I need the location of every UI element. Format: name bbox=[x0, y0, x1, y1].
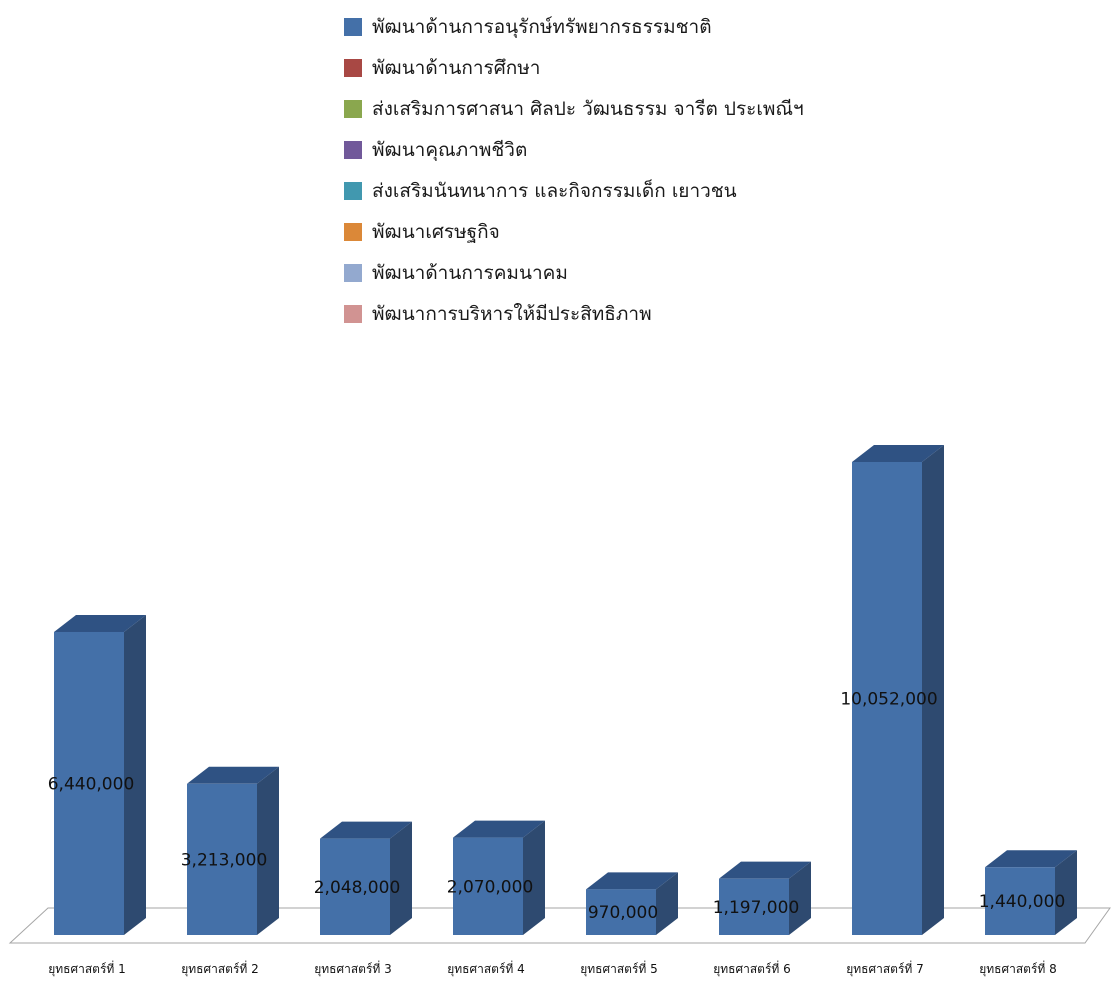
legend-label: ส่งเสริมการศาสนา ศิลปะ วัฒนธรรม จารีต ปร… bbox=[372, 97, 804, 120]
legend-swatch bbox=[344, 263, 362, 282]
bar bbox=[187, 766, 279, 935]
category-label: ยุทธศาสตร์ที่ 8 bbox=[979, 960, 1057, 977]
legend-item: ส่งเสริมนันทนาการ และกิจกรรมเด็ก เยาวชน bbox=[344, 170, 804, 211]
bar-side bbox=[922, 445, 944, 935]
data-label: 3,213,000 bbox=[181, 850, 268, 870]
bar-front bbox=[187, 783, 257, 935]
data-label: 10,052,000 bbox=[840, 690, 937, 710]
category-label: ยุทธศาสตร์ที่ 5 bbox=[580, 960, 658, 977]
bar-front bbox=[985, 867, 1055, 935]
bar bbox=[320, 821, 412, 935]
legend-label: พัฒนาด้านการอนุรักษ์ทรัพยากรธรรมชาติ bbox=[372, 15, 712, 38]
bar bbox=[852, 445, 944, 935]
legend-swatch bbox=[344, 99, 362, 118]
legend-label: ส่งเสริมนันทนาการ และกิจกรรมเด็ก เยาวชน bbox=[372, 179, 737, 202]
legend-swatch bbox=[344, 304, 362, 323]
legend-item: พัฒนาด้านการอนุรักษ์ทรัพยากรธรรมชาติ bbox=[344, 6, 804, 47]
legend-label: พัฒนาการบริหารให้มีประสิทธิภาพ bbox=[372, 302, 652, 325]
chart-floor bbox=[8, 907, 1111, 944]
bar-series bbox=[54, 445, 1077, 935]
category-label: ยุทธศาสตร์ที่ 3 bbox=[314, 960, 392, 977]
data-label: 2,048,000 bbox=[314, 878, 401, 898]
data-label: 2,070,000 bbox=[447, 877, 534, 897]
data-label: 1,440,000 bbox=[979, 892, 1066, 912]
legend-item: ส่งเสริมการศาสนา ศิลปะ วัฒนธรรม จารีต ปร… bbox=[344, 88, 804, 129]
legend-swatch bbox=[344, 58, 362, 77]
chart-legend: พัฒนาด้านการอนุรักษ์ทรัพยากรธรรมชาติพัฒน… bbox=[344, 6, 804, 334]
bar-side bbox=[789, 861, 811, 935]
legend-item: พัฒนาเศรษฐกิจ bbox=[344, 211, 804, 252]
legend-swatch bbox=[344, 17, 362, 36]
legend-item: พัฒนาคุณภาพชีวิต bbox=[344, 129, 804, 170]
bar-top bbox=[54, 614, 146, 632]
bar-side bbox=[390, 821, 412, 935]
category-label: ยุทธศาสตร์ที่ 2 bbox=[181, 960, 259, 977]
bar-top bbox=[852, 445, 944, 462]
bar bbox=[719, 861, 811, 935]
data-label: 1,197,000 bbox=[713, 898, 800, 918]
floor-plane bbox=[8, 907, 1111, 944]
bar-side bbox=[124, 614, 146, 935]
bar-side bbox=[656, 872, 678, 935]
legend-swatch bbox=[344, 140, 362, 159]
legend-label: พัฒนาด้านการคมนาคม bbox=[372, 261, 568, 284]
bar-front bbox=[453, 837, 523, 935]
data-labels: 6,440,000 3,213,000 2,048,000 2,070,000 970,… bbox=[48, 690, 1066, 924]
legend-swatch bbox=[344, 181, 362, 200]
bar-front bbox=[320, 838, 390, 935]
data-label: 970,000 bbox=[588, 903, 658, 923]
bar-side bbox=[257, 766, 279, 935]
legend-label: พัฒนาเศรษฐกิจ bbox=[372, 220, 500, 243]
bar-top bbox=[985, 850, 1077, 868]
data-label: 6,440,000 bbox=[48, 774, 135, 794]
legend-label: พัฒนาด้านการศึกษา bbox=[372, 56, 541, 79]
bar bbox=[54, 614, 146, 935]
legend-item: พัฒนาการบริหารให้มีประสิทธิภาพ bbox=[344, 293, 804, 334]
bar-front bbox=[719, 878, 789, 935]
bar-top bbox=[719, 861, 811, 879]
legend-label: พัฒนาคุณภาพชีวิต bbox=[372, 138, 528, 161]
bar-top bbox=[453, 820, 545, 838]
bar-front bbox=[54, 631, 124, 935]
category-label: ยุทธศาสตร์ที่ 1 bbox=[48, 960, 126, 977]
category-label: ยุทธศาสตร์ที่ 6 bbox=[713, 960, 791, 977]
bar-front bbox=[586, 889, 656, 935]
bar-top bbox=[320, 821, 412, 839]
category-axis: ยุทธศาสตร์ที่ 1 ยุทธศาสตร์ที่ 2 ยุทธศาสตร์… bbox=[48, 960, 1057, 977]
legend-swatch bbox=[344, 222, 362, 241]
legend-item: พัฒนาด้านการคมนาคม bbox=[344, 252, 804, 293]
bar-top bbox=[187, 766, 279, 784]
bar-top bbox=[586, 872, 678, 890]
bar-side bbox=[523, 820, 545, 935]
bar-side bbox=[1055, 850, 1077, 935]
category-label: ยุทธศาสตร์ที่ 7 bbox=[846, 960, 924, 977]
bar bbox=[453, 820, 545, 935]
legend-item: พัฒนาด้านการศึกษา bbox=[344, 47, 804, 88]
bar bbox=[586, 872, 678, 935]
bar bbox=[985, 850, 1077, 935]
category-label: ยุทธศาสตร์ที่ 4 bbox=[447, 960, 525, 977]
bar-front bbox=[852, 462, 922, 935]
